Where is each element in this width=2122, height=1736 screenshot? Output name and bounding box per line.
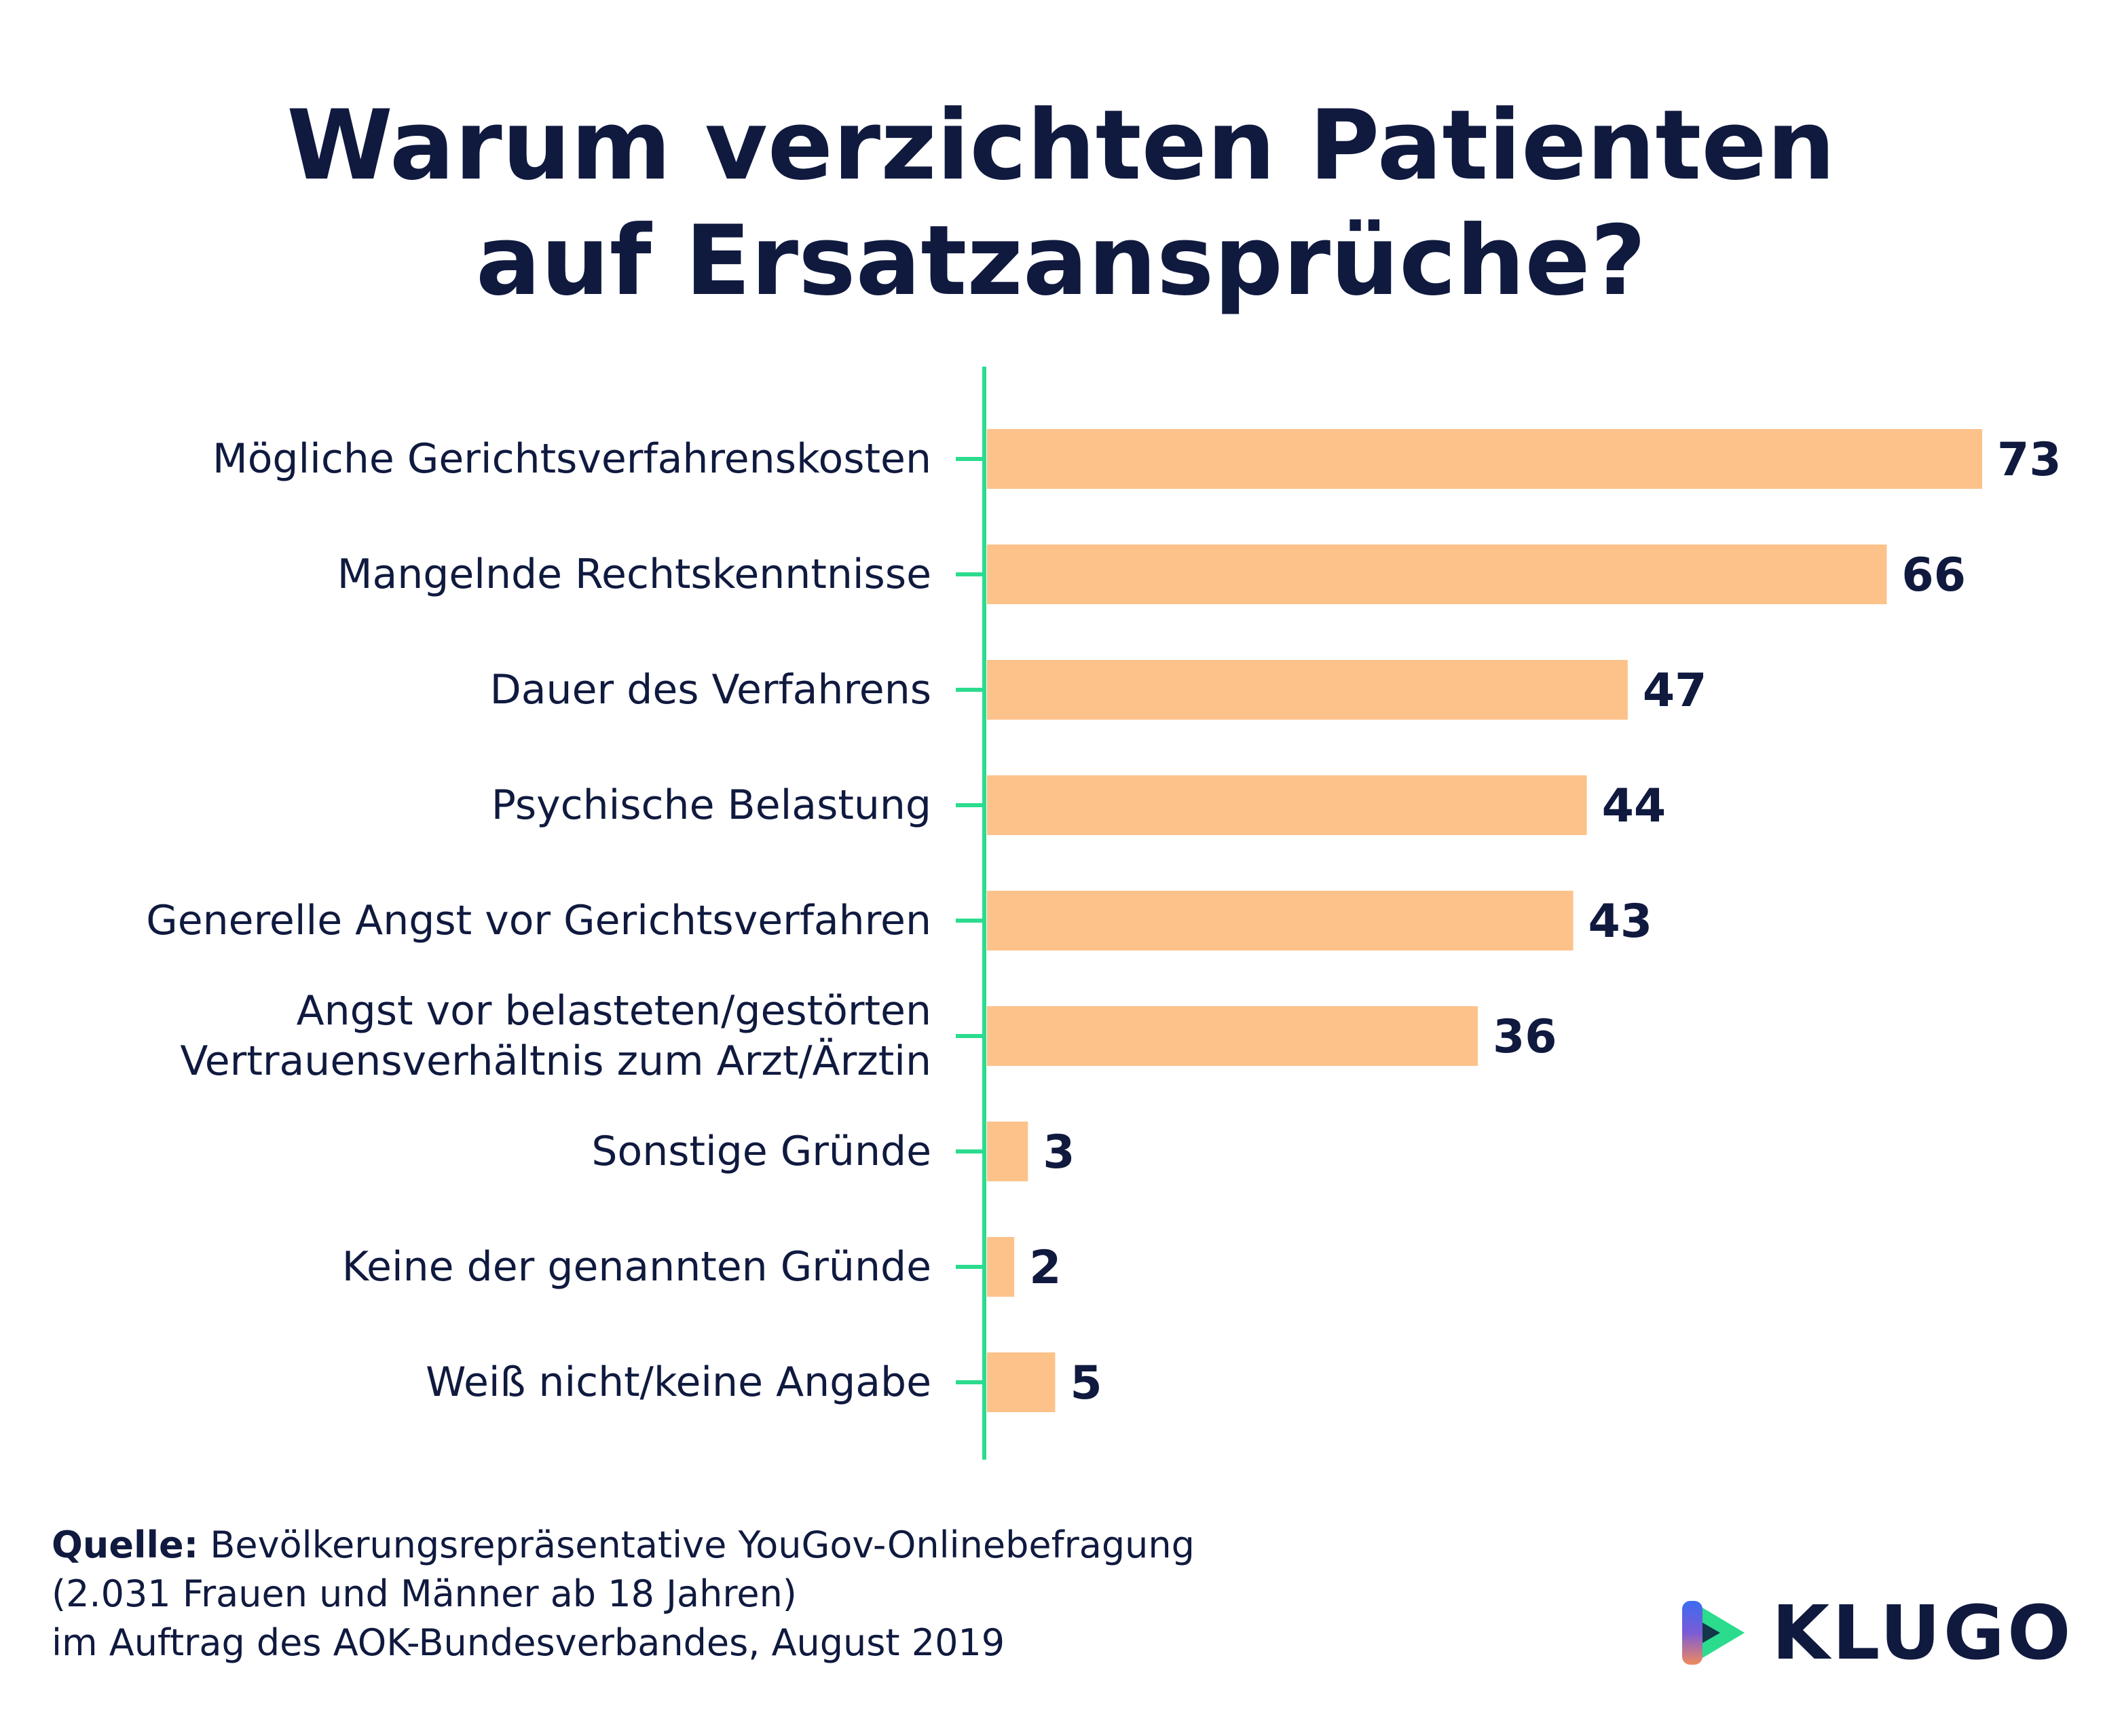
category-label: Dauer des Verfahrens [490, 666, 931, 714]
bar [987, 775, 1587, 835]
value-label: 43 [1588, 895, 1653, 948]
source-text-1: Bevölkerungsrepräsentative YouGov-Online… [198, 1523, 1195, 1566]
klugo-logo: KLUGO [1677, 1589, 2074, 1677]
source-line-3: im Auftrag des AOK-Bundesverbandes, Augu… [52, 1621, 1005, 1664]
category-label: Weiß nicht/keine Angabe [426, 1359, 931, 1406]
bar [987, 1006, 1478, 1066]
value-label: 73 [1997, 433, 2062, 487]
value-label: 44 [1602, 779, 1667, 833]
value-label: 2 [1029, 1241, 1061, 1295]
bar [987, 544, 1887, 604]
category-label: Generelle Angst vor Gerichtsverfahren [146, 897, 931, 944]
category-label: Sonstige Gründe [591, 1128, 931, 1175]
klugo-logo-text: KLUGO [1772, 1589, 2074, 1676]
source-line-2: (2.031 Frauen und Männer ab 18 Jahren) [52, 1572, 797, 1615]
value-label: 66 [1901, 549, 1966, 602]
bar [987, 660, 1628, 720]
bar-chart: 73 Mögliche Gerichtsverfahrenskosten 66 Man… [146, 367, 2062, 1460]
chart-title-line-2: auf Ersatzansprüche? [475, 205, 1647, 317]
category-label: Angst vor belasteten/gestörten [297, 987, 931, 1035]
klugo-play-icon [1682, 1601, 1745, 1665]
source-label: Quelle: [52, 1523, 199, 1566]
bar [987, 1352, 1056, 1412]
category-label: Psychische Belastung [491, 781, 931, 829]
value-label: 5 [1070, 1356, 1102, 1410]
value-label: 36 [1493, 1010, 1557, 1064]
category-label: Vertrauensverhältnis zum Arzt/Ärztin [180, 1037, 931, 1085]
value-label: 47 [1643, 664, 1707, 718]
bar [987, 429, 1982, 489]
category-label: Mögliche Gerichtsverfahrenskosten [212, 435, 931, 483]
value-label: 3 [1043, 1126, 1075, 1179]
bar [987, 891, 1574, 950]
chart-title-line-1: Warum verzichten Patienten [286, 90, 1836, 202]
source-note: Quelle: Bevölkerungsrepräsentative YouGo… [52, 1521, 1195, 1667]
chart-title: Warum verzichten Patienten auf Ersatzans… [0, 88, 2122, 319]
source-line-1: Quelle: Bevölkerungsrepräsentative YouGo… [52, 1521, 1195, 1570]
category-label: Keine der genannten Gründe [342, 1243, 931, 1291]
bar [987, 1122, 1028, 1181]
bar [987, 1237, 1015, 1297]
category-label: Mangelnde Rechtskenntnisse [337, 551, 931, 598]
